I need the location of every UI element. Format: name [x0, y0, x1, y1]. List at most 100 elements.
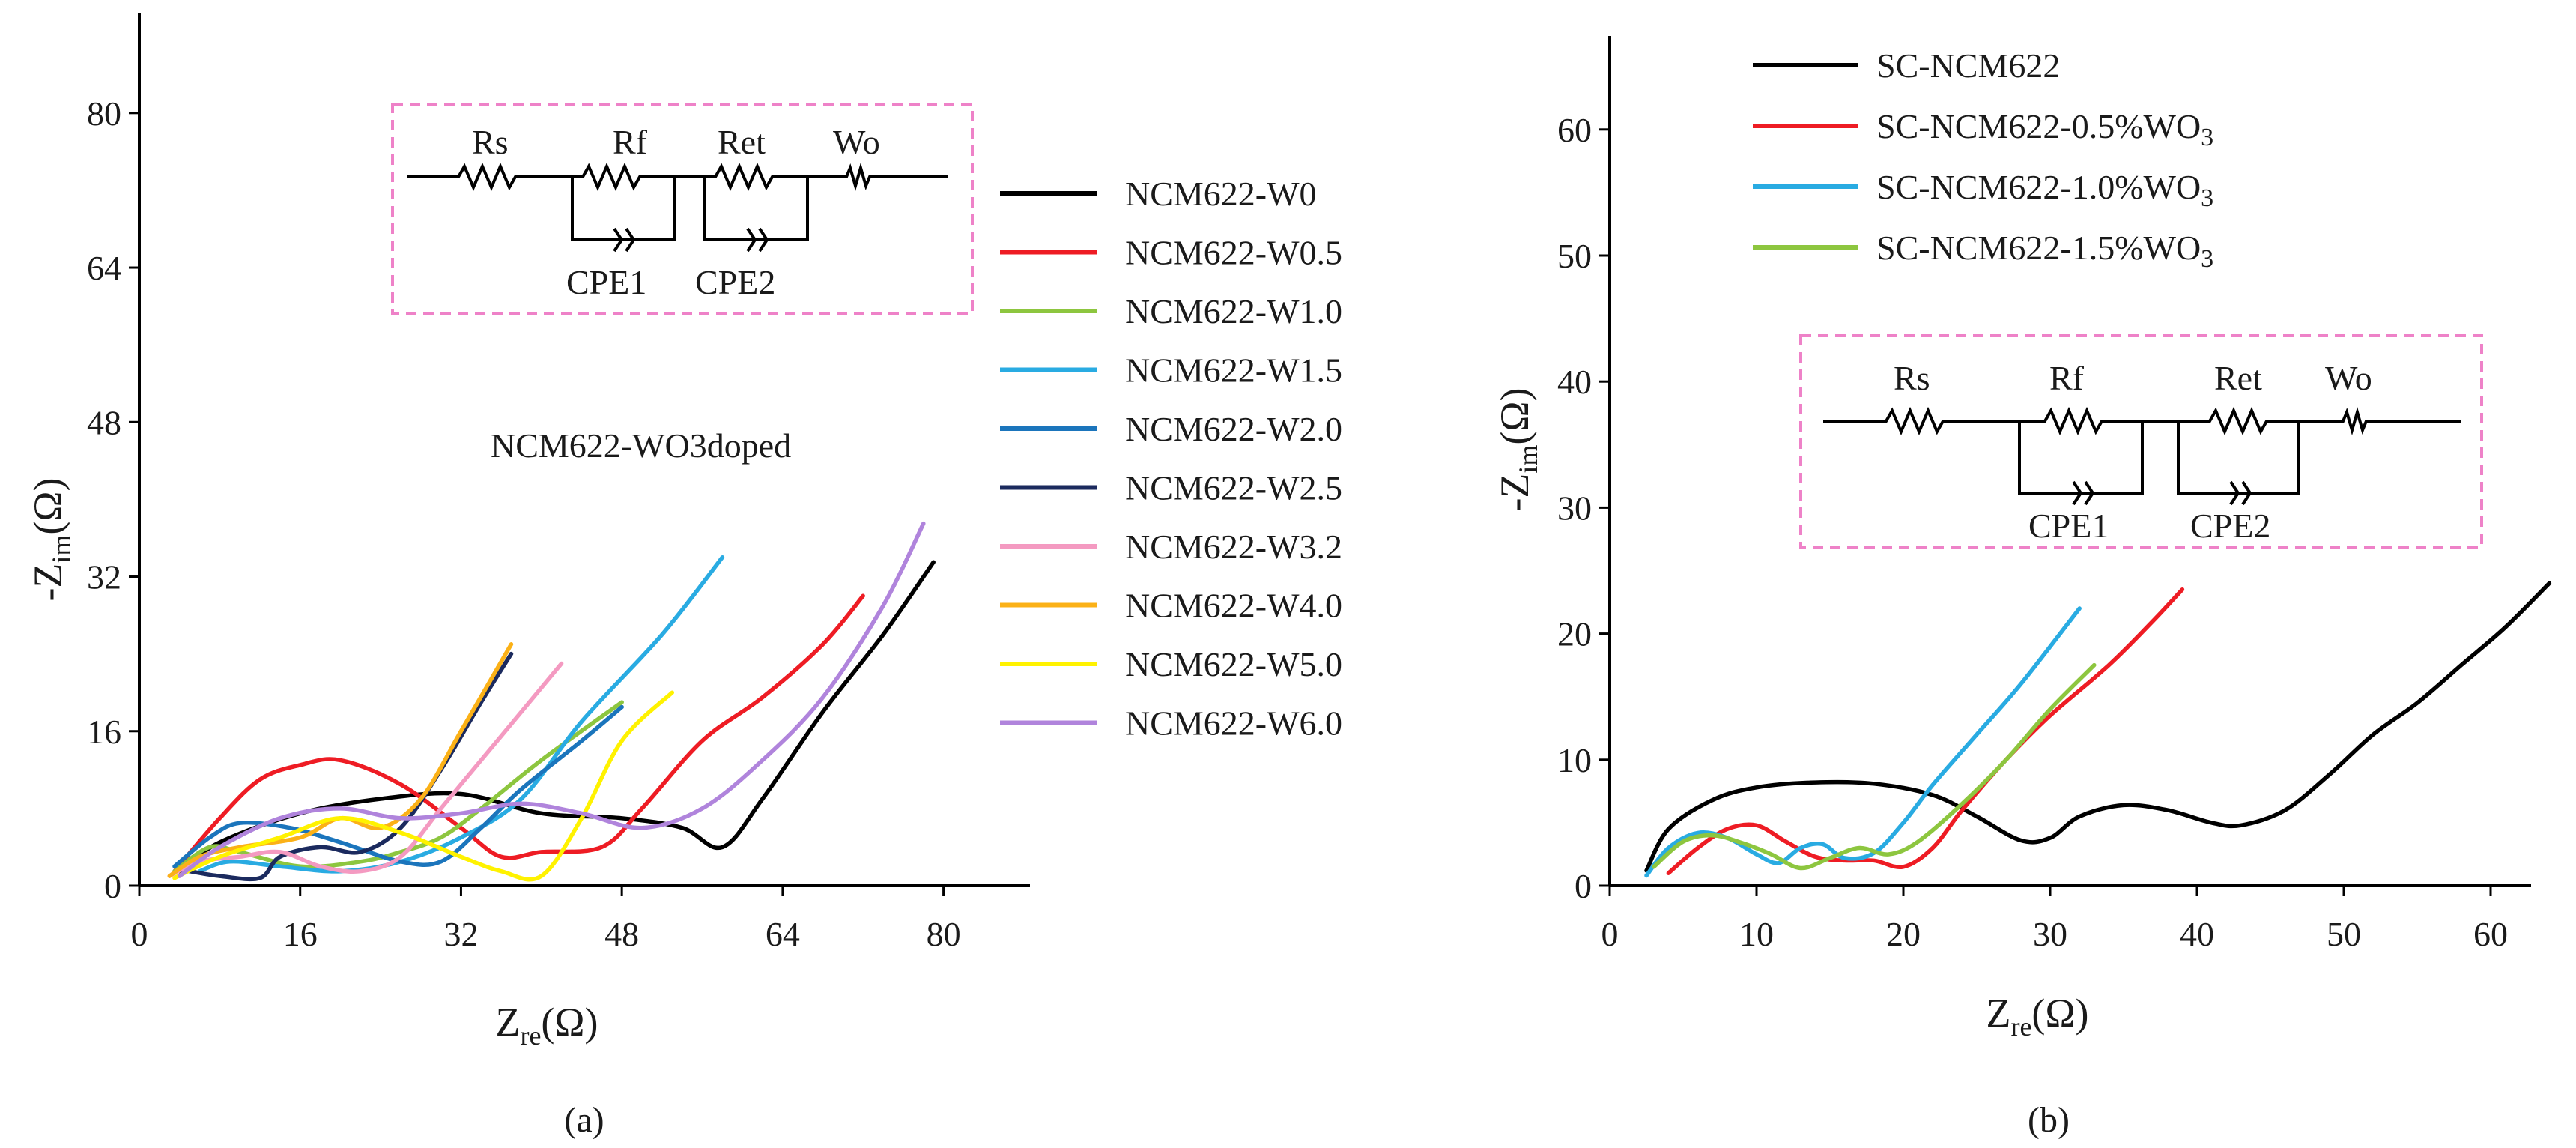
- panel-b-x-label: Zre(Ω): [1986, 991, 2088, 1042]
- panel-a-x-label: Zre(Ω): [495, 1000, 598, 1051]
- x-tick-label: 32: [443, 915, 478, 953]
- panel-b-legend: SC-NCM622 SC-NCM622-0.5%WO3 SC-NCM622-1.0%…: [1753, 46, 2213, 273]
- panel-b-circuit-cpe1: CPE1: [2028, 507, 2109, 545]
- panel-a-circuit-wo: Wo: [833, 123, 880, 161]
- panel-a-circuit-cpe1: CPE1: [566, 263, 646, 301]
- panel-a-cpe1-symbol: [613, 227, 636, 253]
- x-tick-label: 0: [1601, 915, 1619, 953]
- legend-label-1: NCM622-W0.5: [1125, 234, 1342, 272]
- panel-b-circuit-ret: Ret: [2214, 359, 2262, 397]
- y-label-unit: (Ω): [1492, 387, 1537, 444]
- y-tick-label: 0: [1575, 867, 1592, 905]
- series-line-4: [172, 704, 624, 868]
- panel-b-circuit-rs: Rs: [1894, 359, 1930, 397]
- legend-label-6: NCM622-W3.2: [1125, 528, 1342, 566]
- series-line-1: [172, 593, 865, 874]
- x-tick-label: 40: [2180, 915, 2214, 953]
- x-tick-label: 80: [927, 915, 961, 953]
- panel-b-caption: (b): [2028, 1100, 2070, 1140]
- x-tick-label: 10: [1739, 915, 1774, 953]
- panel-a-legend: NCM622-W0 NCM622-W0.5 NCM622-W1.0 NCM622-W1…: [1000, 175, 1342, 743]
- legend-label-3: NCM622-W1.5: [1125, 351, 1342, 390]
- panel-a-circuit-box: [391, 103, 974, 315]
- legend-label-1: SC-NCM622-0.5%WO3: [1876, 107, 2213, 151]
- y-tick-label: 60: [1557, 111, 1592, 149]
- panel-b-circuit-box: [1799, 334, 2483, 549]
- x-label-unit: (Ω): [541, 1000, 598, 1045]
- panel-b-cpe2-symbol: [2229, 480, 2252, 506]
- series-line-9: [177, 521, 926, 878]
- y-label-prefix: -: [25, 588, 70, 602]
- panel-a-circuit-ret: Ret: [718, 123, 766, 161]
- series-line-1: [1666, 587, 2185, 875]
- x-tick-label: 60: [2473, 915, 2508, 953]
- panel-a-circuit-rs: Rs: [472, 123, 509, 161]
- panel-b-cpe1-symbol: [2072, 480, 2095, 506]
- legend-label-4: NCM622-W2.0: [1125, 410, 1342, 448]
- panel-b-circuit-wire: [1823, 406, 2461, 495]
- panel-a-y-label: -Zim(Ω): [25, 477, 76, 601]
- x-tick-label: 30: [2033, 915, 2067, 953]
- series-line-0: [177, 560, 936, 874]
- series-line-8: [172, 690, 675, 882]
- y-tick-label: 64: [87, 249, 121, 287]
- legend-label-5: NCM622-W2.5: [1125, 469, 1342, 507]
- panel-a-cpe2-symbol: [746, 227, 769, 253]
- y-label-sub: im: [46, 535, 76, 564]
- y-label-prefix: -: [1492, 498, 1537, 512]
- panel-b-circuit-rf: Rf: [2049, 359, 2085, 397]
- legend-label-0: SC-NCM622: [1876, 46, 2060, 85]
- x-label-unit: (Ω): [2031, 991, 2088, 1036]
- panel-b-circuit-cpe2: CPE2: [2190, 507, 2270, 545]
- panel-a-circuit-inset: Rs Rf Ret Wo CPE1 CPE2: [391, 103, 974, 315]
- x-tick-label: 20: [1886, 915, 1921, 953]
- series-line-6: [167, 661, 564, 878]
- legend-label-0: NCM622-W0: [1125, 175, 1317, 213]
- panel-b-circuit-inset: Rs Rf Ret Wo CPE1 CPE2: [1799, 334, 2483, 549]
- panel-a-annotation: NCM622-WO3doped: [491, 426, 791, 465]
- legend-label-9: NCM622-W6.0: [1125, 704, 1342, 743]
- x-label-sub: re: [2010, 1012, 2031, 1042]
- y-tick-label: 30: [1557, 489, 1592, 527]
- x-label-main: Z: [495, 1000, 520, 1045]
- y-label-main: Z: [1492, 474, 1537, 498]
- x-label-sub: re: [520, 1021, 541, 1051]
- y-tick-label: 16: [87, 713, 121, 751]
- panel-b-circuit-wo: Wo: [2325, 359, 2372, 397]
- series-line-0: [1644, 581, 2552, 873]
- panel-b-y-label: -Zim(Ω): [1492, 387, 1543, 511]
- panel-a-circuit-wire: [407, 162, 948, 241]
- y-tick-label: 20: [1557, 615, 1592, 653]
- y-label-unit: (Ω): [25, 477, 70, 534]
- panel-a-caption: (a): [564, 1100, 604, 1140]
- series-line-5: [187, 651, 514, 882]
- x-tick-label: 16: [283, 915, 318, 953]
- y-tick-label: 0: [104, 867, 121, 905]
- y-tick-label: 50: [1557, 237, 1592, 275]
- x-tick-label: 50: [2327, 915, 2361, 953]
- y-tick-label: 32: [87, 558, 121, 596]
- panel-a-ticks: 0 16 32 48 64 80 0 16 32 48 64 80: [87, 94, 961, 953]
- x-tick-label: 64: [766, 915, 800, 953]
- panel-b-curves: [1644, 581, 2552, 878]
- y-tick-label: 80: [87, 94, 121, 133]
- x-tick-label: 48: [604, 915, 639, 953]
- x-label-main: Z: [1986, 991, 2010, 1036]
- series-line-3: [1652, 662, 2097, 871]
- panel-a-circuit-cpe2: CPE2: [695, 263, 775, 301]
- y-label-sub: im: [1513, 445, 1543, 474]
- legend-label-2: SC-NCM622-1.0%WO3: [1876, 168, 2213, 212]
- y-tick-label: 40: [1557, 363, 1592, 401]
- y-tick-label: 10: [1557, 741, 1592, 779]
- y-tick-label: 48: [87, 403, 121, 441]
- x-tick-label: 0: [131, 915, 148, 953]
- legend-label-7: NCM622-W4.0: [1125, 587, 1342, 625]
- legend-label-2: NCM622-W1.0: [1125, 292, 1342, 330]
- legend-label-3: SC-NCM622-1.5%WO3: [1876, 229, 2213, 273]
- panel-b-ticks: 0 10 20 30 40 50 60 0 10 20 30 40 50 60: [1557, 111, 2508, 953]
- panel-a-curves: [167, 521, 936, 882]
- panel-a-circuit-rf: Rf: [613, 123, 648, 161]
